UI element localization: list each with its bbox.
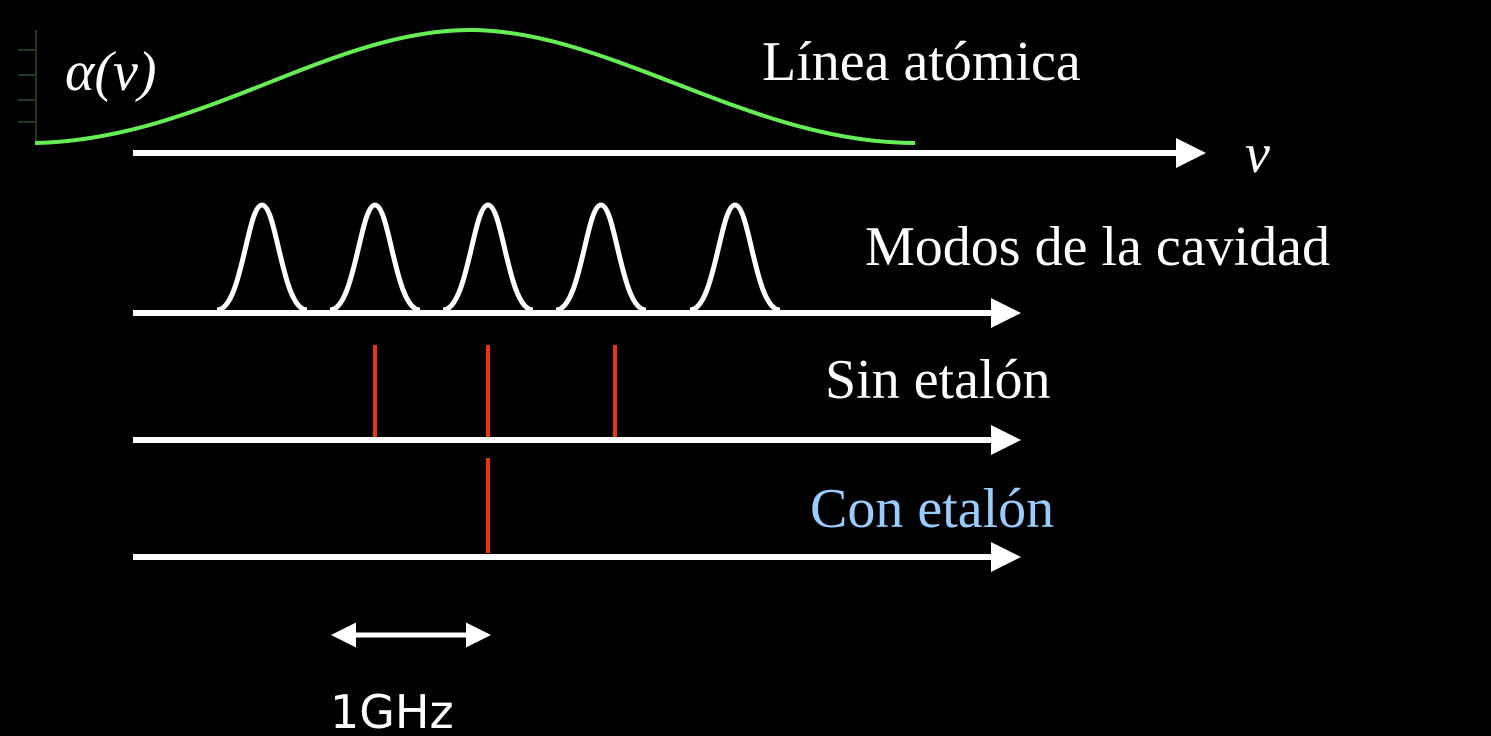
axis-label: ν xyxy=(1245,123,1270,185)
faint-ticks xyxy=(18,30,37,143)
atomic-line-curve xyxy=(34,27,916,145)
scale-label: 1GHz xyxy=(330,685,454,736)
cavity-modes xyxy=(216,202,781,313)
row-label: Modos de la cavidad xyxy=(865,216,1330,278)
row-label: Sin etalón xyxy=(825,349,1051,411)
curve-label: α(ν) xyxy=(65,41,157,103)
row-label: Con etalón xyxy=(810,478,1054,540)
row-label: Línea atómica xyxy=(762,31,1081,93)
lasing-modes xyxy=(373,345,617,440)
